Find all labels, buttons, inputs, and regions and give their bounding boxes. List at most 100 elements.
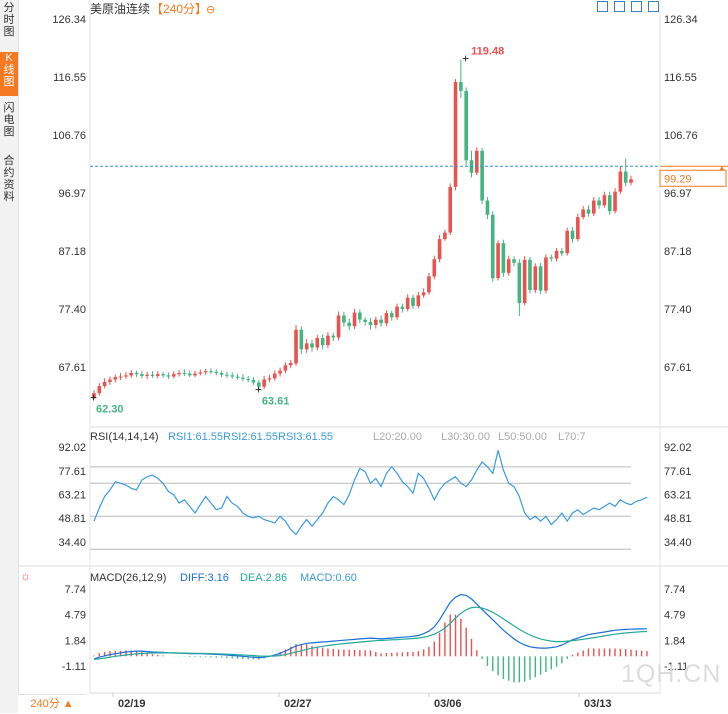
low-marker-cross: + <box>90 390 97 404</box>
candle-body <box>92 393 96 399</box>
period-select-button[interactable]: 240分 ▲ <box>18 694 86 714</box>
rsi-legend-item: L70:7 <box>558 431 586 443</box>
candle-body <box>544 257 548 291</box>
macd-dea-line <box>93 606 648 660</box>
candle-body <box>150 374 155 376</box>
y-tick-label-right: 77.40 <box>664 304 692 316</box>
rsi-legend-item: RSI1:61.55 <box>168 431 223 443</box>
macd-legend-item: DEA:2.86 <box>240 572 287 584</box>
macd-legend-item: DIFF:3.16 <box>180 572 229 584</box>
candle-body <box>384 313 389 324</box>
y-tick-label: 87.18 <box>58 246 86 258</box>
rsi-legend-item: L30:30.00 <box>441 431 490 443</box>
candle-body <box>219 372 224 375</box>
candle-body <box>267 378 272 380</box>
candle-body <box>108 379 112 382</box>
candle-body <box>320 338 325 346</box>
candle-body <box>171 374 176 377</box>
candle-body <box>432 259 437 277</box>
y-tick-label-right: 96.97 <box>664 188 692 200</box>
candle-body <box>182 372 187 374</box>
x-tick-label: 02/27 <box>284 698 312 710</box>
rsi-y-tick-right: 63.21 <box>664 490 692 502</box>
rsi-y-tick: 48.81 <box>58 513 86 525</box>
x-tick-label: 03/13 <box>584 698 612 710</box>
candle-body <box>496 243 500 279</box>
candle-body <box>198 372 203 374</box>
zoom-out-icon[interactable] <box>614 1 625 12</box>
candle-body <box>607 195 612 212</box>
rsi-line <box>93 450 648 536</box>
tab-kline[interactable]: K线图 <box>0 52 18 96</box>
y-tick-label-right: 67.61 <box>664 362 692 374</box>
candle-body <box>246 378 250 381</box>
current-price-label: 99.29 <box>664 173 692 185</box>
move-right-icon[interactable] <box>648 1 659 12</box>
candle-body <box>512 259 516 263</box>
candle-body <box>629 179 633 183</box>
candle-body <box>310 343 314 348</box>
macd-y-tick-right: 7.74 <box>664 584 685 596</box>
candle-body <box>118 376 123 378</box>
y-tick-label-right: 106.76 <box>664 130 698 142</box>
collapse-icon: ⊖ <box>206 4 215 16</box>
candle-body <box>283 365 288 371</box>
candle-body <box>560 250 564 254</box>
tab-lightning-chart[interactable]: 闪电图 <box>3 102 15 138</box>
candle-body <box>549 257 554 259</box>
candle-body <box>134 372 139 375</box>
candle-body <box>485 200 490 215</box>
candle-body <box>203 371 208 373</box>
candle-body <box>304 343 309 350</box>
tab-time-sharing[interactable]: 分时图 <box>3 2 15 38</box>
macd-legend-item: MACD:0.60 <box>300 572 357 584</box>
candle-body <box>193 373 197 376</box>
candle-body <box>602 195 607 206</box>
candle-body <box>299 329 304 350</box>
move-left-icon[interactable] <box>631 1 642 12</box>
candle-body <box>209 371 213 373</box>
high-marker-cross: + <box>462 52 469 66</box>
candle-body <box>416 295 421 307</box>
candle-body <box>235 376 240 378</box>
candle-body <box>336 315 341 338</box>
candle-body <box>156 374 160 376</box>
candle-body <box>288 362 293 366</box>
rsi-y-tick: 77.61 <box>58 466 86 478</box>
tab-contract-info[interactable]: 合约资料 <box>3 155 15 203</box>
watermark: 1QH.CN <box>621 660 722 688</box>
candle-body <box>453 82 458 187</box>
candle-body <box>262 379 266 387</box>
candle-body <box>475 150 479 173</box>
candle-body <box>427 276 431 293</box>
candle-body <box>230 375 235 377</box>
candle-body <box>251 380 256 383</box>
candle-body <box>358 312 362 320</box>
candle-body <box>421 292 426 296</box>
macd-y-tick: 4.79 <box>65 610 86 622</box>
candle-body <box>225 374 229 376</box>
x-tick-label: 02/19 <box>118 698 146 710</box>
macd-title: MACD(26,12,9) <box>90 572 166 584</box>
macd-y-tick: 1.84 <box>65 635 86 647</box>
candle-body <box>187 373 192 376</box>
candle-body <box>459 82 463 91</box>
rsi-y-tick-right: 92.02 <box>664 442 692 454</box>
y-tick-label: 77.40 <box>58 304 86 316</box>
candle-body <box>623 171 628 183</box>
candle-body <box>97 386 102 394</box>
y-tick-label-right: 126.34 <box>664 14 698 26</box>
sidebar: 分时图 K线图 闪电图 合约资料 <box>0 0 19 713</box>
zoom-in-icon[interactable] <box>597 1 608 12</box>
settings-gear-icon: ☼ <box>20 569 31 583</box>
rsi-y-tick-right: 34.40 <box>664 537 692 549</box>
candle-body <box>395 306 399 318</box>
candle-body <box>389 313 394 318</box>
candle-body <box>272 373 277 379</box>
candle-body <box>161 374 165 376</box>
low-value-label: 63.61 <box>262 396 290 408</box>
candle-body <box>400 306 405 309</box>
macd-y-tick: 7.74 <box>65 584 86 596</box>
y-tick-label: 96.97 <box>58 188 86 200</box>
x-tick-label: 03/06 <box>434 698 462 710</box>
